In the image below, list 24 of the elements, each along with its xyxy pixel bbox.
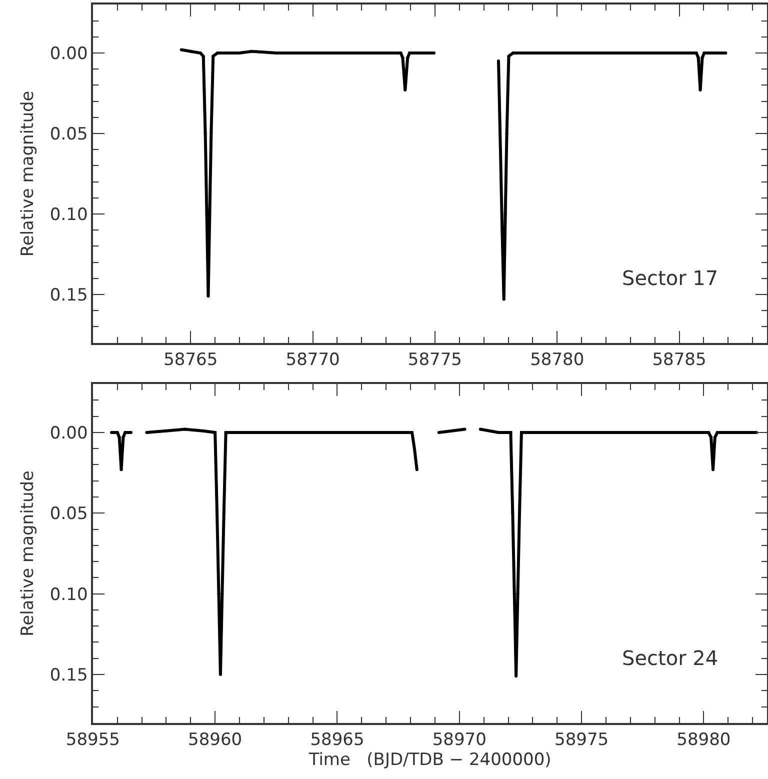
x-tick-label: 58780	[530, 350, 584, 370]
x-tick-label: 58775	[408, 350, 462, 370]
x-tick-label: 58765	[164, 350, 218, 370]
y-tick-label: 0.10	[50, 204, 88, 225]
y-axis-title: Relative magnitude	[18, 90, 38, 257]
annotation: Sector 17	[622, 266, 718, 290]
y-tick-label: 0.00	[50, 44, 88, 64]
x-tick-label: 58975	[554, 730, 609, 750]
x-tick-label: 58965	[310, 730, 364, 750]
x-tick-label: 58785	[652, 350, 706, 370]
y-tick-label: 0.15	[50, 285, 88, 306]
y-tick-label: 0.15	[50, 665, 88, 686]
x-axis-title: Time (BJD/TDB − 2400000)	[308, 750, 552, 770]
y-tick-label: 0.05	[50, 124, 88, 144]
annotation: Sector 24	[622, 646, 718, 670]
y-axis-title: Relative magnitude	[18, 470, 38, 636]
y-tick-label: 0.10	[50, 584, 88, 605]
x-tick-label: 58955	[66, 730, 120, 750]
x-tick-label: 58770	[286, 350, 340, 370]
y-tick-label: 0.00	[50, 423, 88, 444]
x-tick-label: 58960	[188, 730, 242, 750]
x-tick-label: 58980	[676, 730, 731, 750]
y-tick-label: 0.05	[50, 504, 88, 524]
x-tick-label: 58970	[432, 730, 486, 750]
